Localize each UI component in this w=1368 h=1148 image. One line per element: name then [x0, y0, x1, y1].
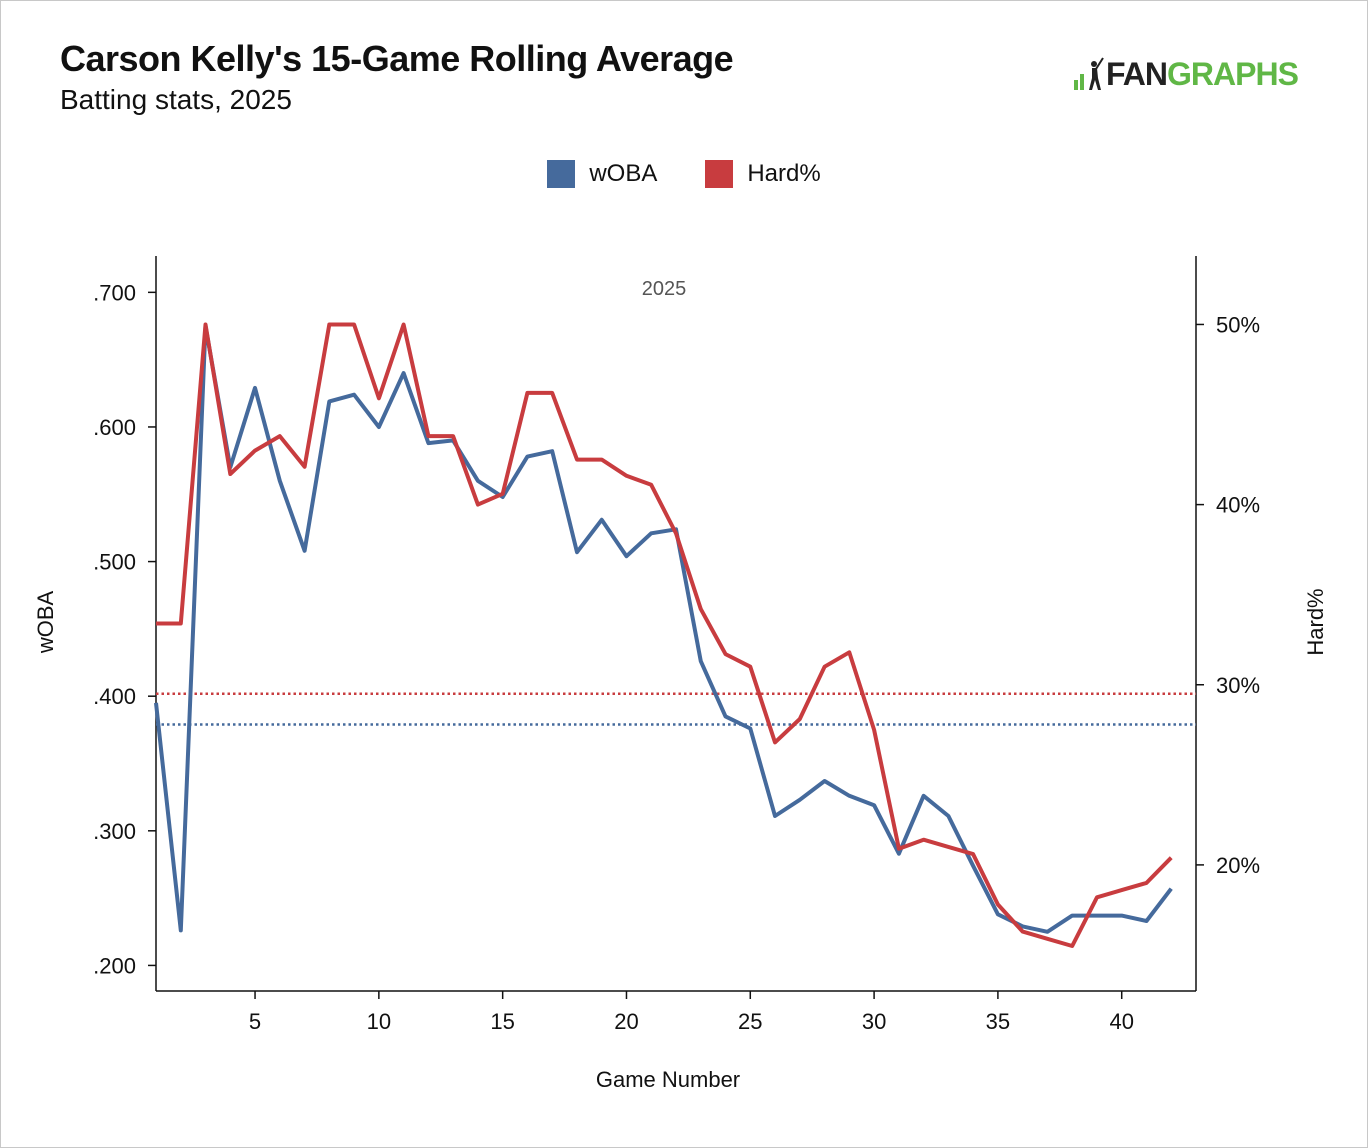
x-tick-label: 5 — [249, 1009, 261, 1034]
left-y-tick-label: .400 — [93, 684, 136, 709]
logo-graphs-text: GRAPHS — [1167, 56, 1299, 92]
chart-title: Carson Kelly's 15-Game Rolling Average — [60, 38, 734, 79]
series-line-hard — [156, 322, 1173, 948]
chart-subtitle: Batting stats, 2025 — [60, 84, 292, 115]
fangraphs-logo[interactable]: FANGRAPHS — [1072, 54, 1299, 94]
legend-swatch-woba — [547, 160, 576, 188]
logo-fan-text: FAN — [1106, 56, 1168, 92]
legend: wOBA Hard% — [0, 160, 1368, 188]
right-y-tick-label: 30% — [1216, 673, 1260, 698]
legend-item-woba[interactable]: wOBA — [547, 160, 657, 188]
legend-label-hard: Hard% — [747, 160, 821, 187]
legend-swatch-hard — [705, 160, 734, 188]
left-y-tick-label: .700 — [93, 280, 136, 305]
left-y-tick-label: .500 — [93, 550, 136, 575]
x-axis-title: Game Number — [596, 1067, 740, 1092]
season-annotation: 2025 — [642, 278, 687, 300]
legend-label-woba: wOBA — [589, 160, 658, 187]
x-tick-label: 15 — [490, 1009, 514, 1034]
right-axis-title: Hard% — [1303, 588, 1328, 655]
left-y-tick-label: .300 — [93, 819, 136, 844]
right-y-tick-label: 50% — [1216, 312, 1260, 337]
right-y-tick-label: 20% — [1216, 853, 1260, 878]
series-line-woba — [154, 324, 1173, 934]
left-axis-title: wOBA — [33, 591, 58, 655]
x-tick-label: 30 — [862, 1009, 886, 1034]
x-tick-label: 40 — [1109, 1009, 1133, 1034]
legend-item-hard[interactable]: Hard% — [705, 160, 821, 188]
x-tick-label: 35 — [986, 1009, 1010, 1034]
x-tick-label: 20 — [614, 1009, 638, 1034]
right-y-tick-label: 40% — [1216, 493, 1260, 518]
left-y-tick-label: .600 — [93, 415, 136, 440]
left-y-tick-label: .200 — [93, 953, 136, 978]
batter-icon — [1074, 57, 1104, 90]
x-tick-label: 25 — [738, 1009, 762, 1034]
x-tick-label: 10 — [367, 1009, 391, 1034]
